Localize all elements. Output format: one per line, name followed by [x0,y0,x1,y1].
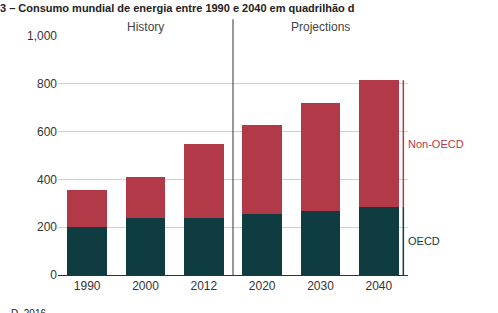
svg-text:1,000: 1,000 [27,29,57,43]
svg-text:200: 200 [37,220,57,234]
svg-text:2040: 2040 [365,279,392,293]
svg-text:600: 600 [37,125,57,139]
svg-text:2000: 2000 [132,279,159,293]
svg-text:2030: 2030 [307,279,334,293]
svg-text:Projections: Projections [291,20,350,34]
svg-text:OECD: OECD [408,235,440,247]
svg-text:History: History [127,20,164,34]
svg-text:800: 800 [37,77,57,91]
svg-text:400: 400 [37,173,57,187]
svg-text:0: 0 [50,268,57,282]
svg-text:2020: 2020 [249,279,276,293]
svg-text:1990: 1990 [74,279,101,293]
svg-text:3 – Consumo mundial de energia: 3 – Consumo mundial de energia entre 199… [0,2,355,14]
svg-text:2012: 2012 [190,279,217,293]
svg-text:D, 2016.: D, 2016. [11,308,49,313]
svg-text:Non-OECD: Non-OECD [408,138,464,150]
